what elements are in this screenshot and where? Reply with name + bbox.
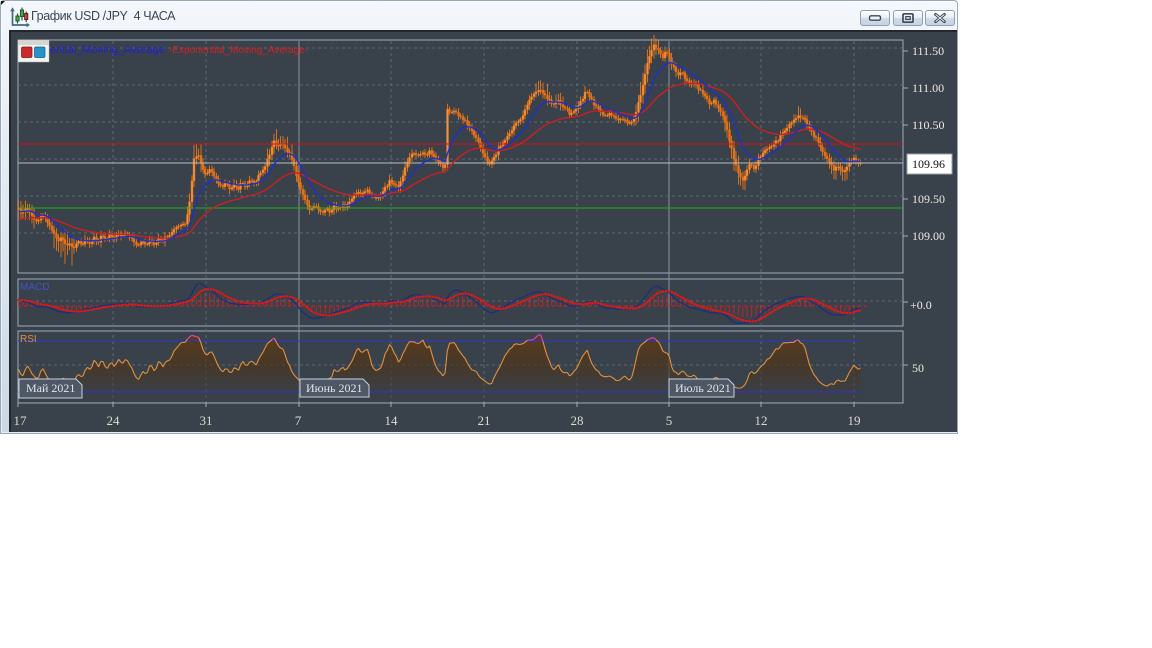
svg-text:50: 50 (912, 361, 924, 375)
svg-text:28: 28 (571, 413, 584, 428)
svg-text:Июль 2021: Июль 2021 (675, 381, 731, 395)
svg-text:RSI: RSI (20, 334, 37, 345)
svg-text:12: 12 (755, 413, 768, 428)
svg-text:+0.0: +0.0 (910, 298, 932, 312)
svg-text:ential_Moving_Average: ential_Moving_Average (50, 44, 165, 56)
svg-text:109.50: 109.50 (912, 192, 945, 206)
svg-text:14: 14 (385, 413, 399, 428)
svg-text:24: 24 (107, 413, 121, 428)
svg-text:Июнь 2021: Июнь 2021 (306, 381, 363, 395)
svg-text:19: 19 (848, 413, 861, 428)
svg-text:21: 21 (478, 413, 491, 428)
svg-text:110.50: 110.50 (912, 118, 945, 132)
svg-text:109.96: 109.96 (912, 157, 945, 171)
svg-text:31: 31 (200, 413, 213, 428)
svg-text:7: 7 (295, 413, 302, 428)
svg-text:109.00: 109.00 (912, 229, 945, 243)
svg-text:MACD: MACD (20, 282, 49, 293)
svg-text:17: 17 (14, 413, 28, 428)
svg-text:5: 5 (666, 413, 673, 428)
svg-text:Май 2021: Май 2021 (26, 381, 75, 395)
svg-text:111.00: 111.00 (912, 81, 944, 95)
svg-text:111.50: 111.50 (912, 44, 944, 58)
svg-text:-Exponential_Moving_Average-: -Exponential_Moving_Average- (169, 45, 308, 56)
